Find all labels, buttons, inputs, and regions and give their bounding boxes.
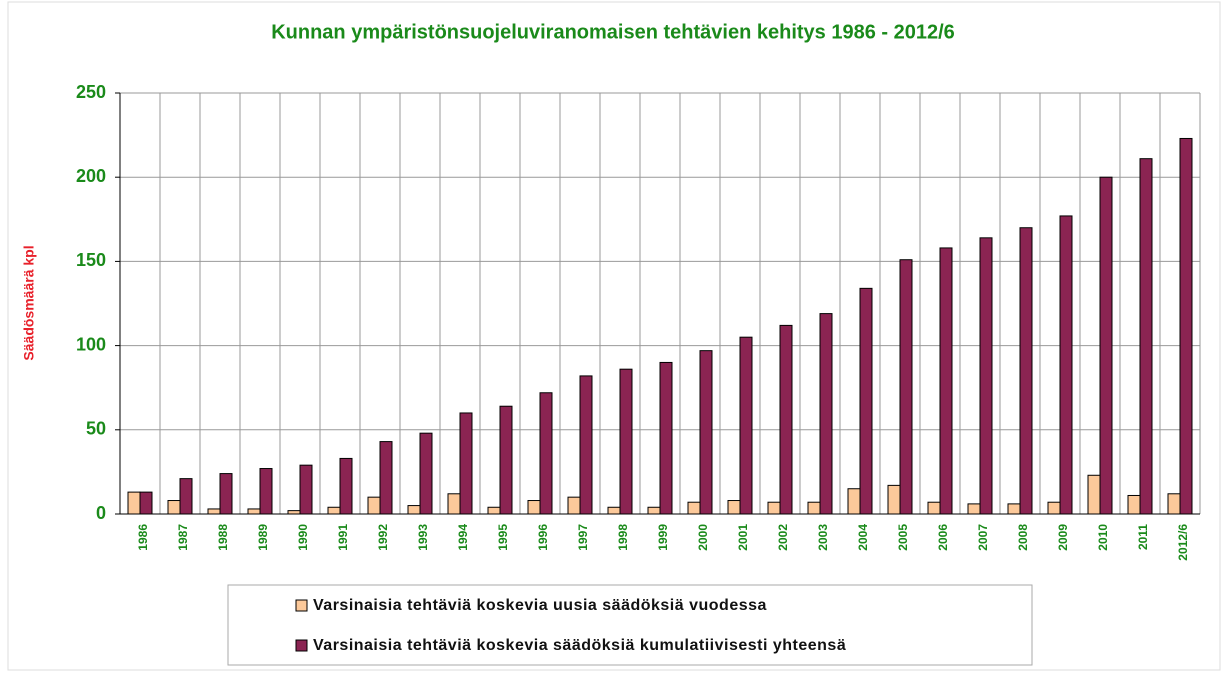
bar <box>1087 474 1101 515</box>
bar <box>219 473 233 515</box>
bar <box>419 432 433 515</box>
x-tick-label: 1997 <box>576 524 590 551</box>
bar <box>247 508 261 515</box>
x-tick-label: 1992 <box>376 524 390 551</box>
bar <box>287 510 301 515</box>
bar <box>447 493 461 515</box>
x-tick-label: 1994 <box>456 524 470 551</box>
bar <box>659 361 673 515</box>
x-tick-label: 1995 <box>496 524 510 551</box>
bar <box>819 313 833 515</box>
y-tick-label: 150 <box>76 250 106 270</box>
x-tick-label: 2011 <box>1136 524 1150 550</box>
bar <box>459 412 473 515</box>
bar <box>847 488 861 515</box>
bar <box>1099 176 1113 515</box>
bar <box>1179 137 1193 515</box>
x-tick-label: 1988 <box>216 524 230 551</box>
bar <box>727 500 741 515</box>
x-tick-label: 1989 <box>256 524 270 551</box>
x-tick-label: 1998 <box>616 524 630 551</box>
y-tick-label: 250 <box>76 82 106 102</box>
bar <box>579 375 593 515</box>
bar <box>207 508 221 515</box>
x-tick-label: 1990 <box>296 524 310 551</box>
chart-frame <box>7 1 1221 671</box>
bar <box>687 501 701 515</box>
legend-swatch <box>295 599 308 612</box>
bar <box>927 501 941 515</box>
bar <box>979 237 993 515</box>
bar <box>567 496 581 515</box>
bar <box>499 405 513 515</box>
legend-label: Varsinaisia tehtäviä koskevia säädöksiä … <box>313 637 846 654</box>
bar <box>539 392 553 515</box>
x-tick-label: 2001 <box>736 524 750 551</box>
x-tick-label: 1996 <box>536 524 550 551</box>
bar <box>167 500 181 515</box>
x-tick-label: 2006 <box>936 524 950 551</box>
x-tick-label: 2009 <box>1056 524 1070 551</box>
legend-swatch <box>295 639 308 652</box>
x-tick-label: 2003 <box>816 524 830 551</box>
bar <box>367 496 381 515</box>
bar <box>699 350 713 515</box>
x-tick-label: 2008 <box>1016 524 1030 551</box>
bar <box>327 506 341 515</box>
x-tick-label: 2000 <box>696 524 710 551</box>
bar <box>899 259 913 515</box>
bar <box>739 336 753 515</box>
x-tick-label: 2004 <box>856 524 870 551</box>
x-tick-label: 1991 <box>336 524 350 551</box>
bar <box>379 441 393 515</box>
bar <box>299 464 313 515</box>
bar <box>259 468 273 515</box>
bar <box>1139 158 1153 515</box>
x-tick-label: 2010 <box>1096 524 1110 551</box>
bar <box>619 368 633 515</box>
y-tick-label: 100 <box>76 334 106 354</box>
y-tick-label: 0 <box>96 503 106 523</box>
bar <box>527 500 541 515</box>
y-tick-label: 200 <box>76 166 106 186</box>
bar <box>859 287 873 515</box>
x-tick-label: 1986 <box>136 524 150 551</box>
y-axis-label: Säädösmäärä kpl <box>21 245 37 360</box>
x-tick-label: 2012/6 <box>1176 524 1190 561</box>
bar <box>1047 501 1061 515</box>
x-tick-label: 2002 <box>776 524 790 551</box>
bar <box>647 506 661 515</box>
bar <box>487 506 501 515</box>
bar <box>179 478 193 515</box>
bar <box>1167 493 1181 515</box>
y-tick-label: 50 <box>86 419 106 439</box>
x-tick-label: 2007 <box>976 524 990 551</box>
bar <box>767 501 781 515</box>
bar <box>339 457 353 515</box>
bar <box>807 501 821 515</box>
legend-label: Varsinaisia tehtäviä koskevia uusia sääd… <box>313 597 767 614</box>
bar <box>127 491 141 515</box>
bar <box>139 491 153 515</box>
bar <box>939 247 953 515</box>
bar <box>779 324 793 515</box>
x-tick-label: 1999 <box>656 524 670 551</box>
bar <box>967 503 981 515</box>
bar <box>407 505 421 515</box>
bar <box>1127 494 1141 515</box>
legend <box>227 584 1033 666</box>
x-tick-label: 1987 <box>176 524 190 551</box>
bar <box>1059 215 1073 515</box>
bar <box>887 484 901 515</box>
x-tick-label: 2005 <box>896 524 910 551</box>
bar <box>1019 227 1033 515</box>
chart-title: Kunnan ympäristönsuojeluviranomaisen teh… <box>271 21 955 43</box>
bar <box>607 506 621 515</box>
bar <box>1007 503 1021 515</box>
x-tick-label: 1993 <box>416 524 430 551</box>
